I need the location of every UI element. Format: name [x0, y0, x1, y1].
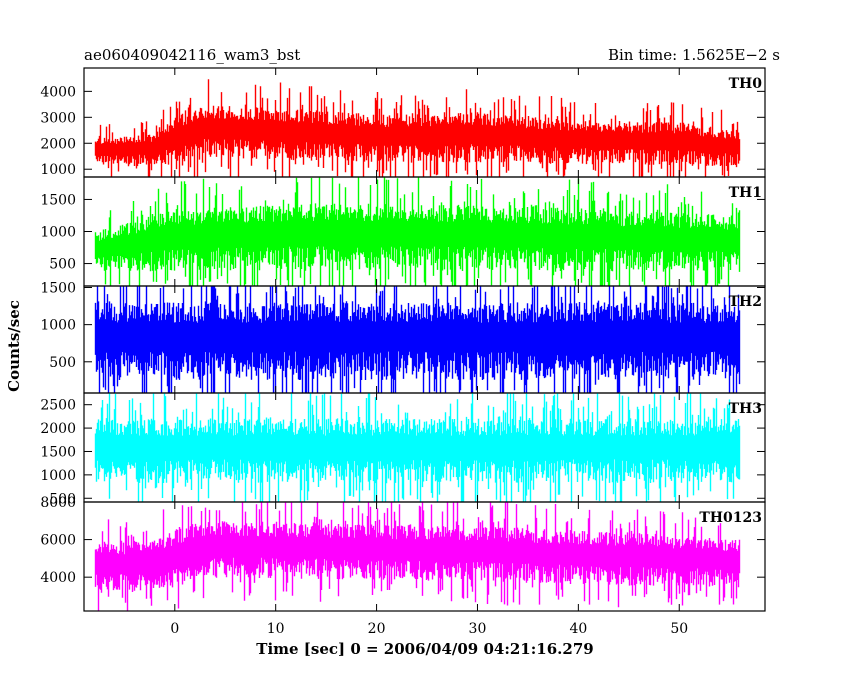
y-tick-label: 500 [49, 355, 76, 371]
y-tick-label: 4000 [40, 84, 76, 100]
y-tick-label: 1000 [40, 318, 76, 334]
series-trace-th2 [94, 286, 741, 393]
y-tick-label: 1000 [40, 225, 76, 241]
panel-frame [83, 501, 766, 612]
series-trace-th1 [94, 177, 741, 286]
x-tick-label: 40 [569, 621, 587, 637]
x-tick-label: 0 [170, 621, 179, 637]
x-tick-label: 30 [469, 621, 487, 637]
panel-name-label: TH2 [729, 294, 762, 310]
panel-th0123: 4000 6000 8000 TH0123 [40, 495, 766, 612]
panel-th1: 500 1000 1500 TH1 [40, 176, 766, 287]
y-tick-label: 1500 [40, 280, 76, 296]
panel-th2: 500 1000 1500 TH2 [40, 280, 766, 394]
series-trace-th3 [94, 393, 741, 502]
panel-name-label: TH3 [729, 401, 762, 417]
y-tick-label: 500 [49, 257, 76, 273]
y-tick-label: 3000 [40, 110, 76, 126]
x-tick-label: 10 [267, 621, 285, 637]
y-tick-label: 4000 [40, 570, 76, 586]
y-tick-label: 2000 [40, 421, 76, 437]
x-tick-label: 20 [368, 621, 386, 637]
x-tick-label: 50 [670, 621, 688, 637]
y-tick-label: 2500 [40, 398, 76, 414]
x-axis-label: Time [sec] 0 = 2006/04/09 04:21:16.279 [256, 640, 593, 658]
bin-time-label: Bin time: 1.5625E−2 s [608, 46, 780, 64]
y-tick-label: 1500 [40, 192, 76, 208]
series-trace-th0 [94, 79, 741, 177]
y-tick-label: 1000 [40, 162, 76, 178]
panel-name-label: TH0123 [699, 510, 762, 526]
y-tick-label: 6000 [40, 533, 76, 549]
panel-name-label: TH0 [729, 76, 763, 92]
y-tick-label: 1500 [40, 444, 76, 460]
y-tick-label: 2000 [40, 136, 76, 152]
panel-th0: 1000 2000 3000 4000 TH0 [40, 67, 766, 178]
chart-title: ae060409042116_wam3_bst [84, 46, 300, 64]
panel-th3: 500 1000 1500 2000 2500 TH3 [40, 392, 766, 507]
y-tick-label: 500 [49, 491, 76, 507]
y-tick-label: 1000 [40, 468, 76, 484]
panel-name-label: TH1 [729, 185, 762, 201]
series-trace-th0123 [94, 502, 741, 611]
y-tick-label: 8000 [40, 495, 76, 511]
y-axis-label: Counts/sec [5, 300, 23, 392]
